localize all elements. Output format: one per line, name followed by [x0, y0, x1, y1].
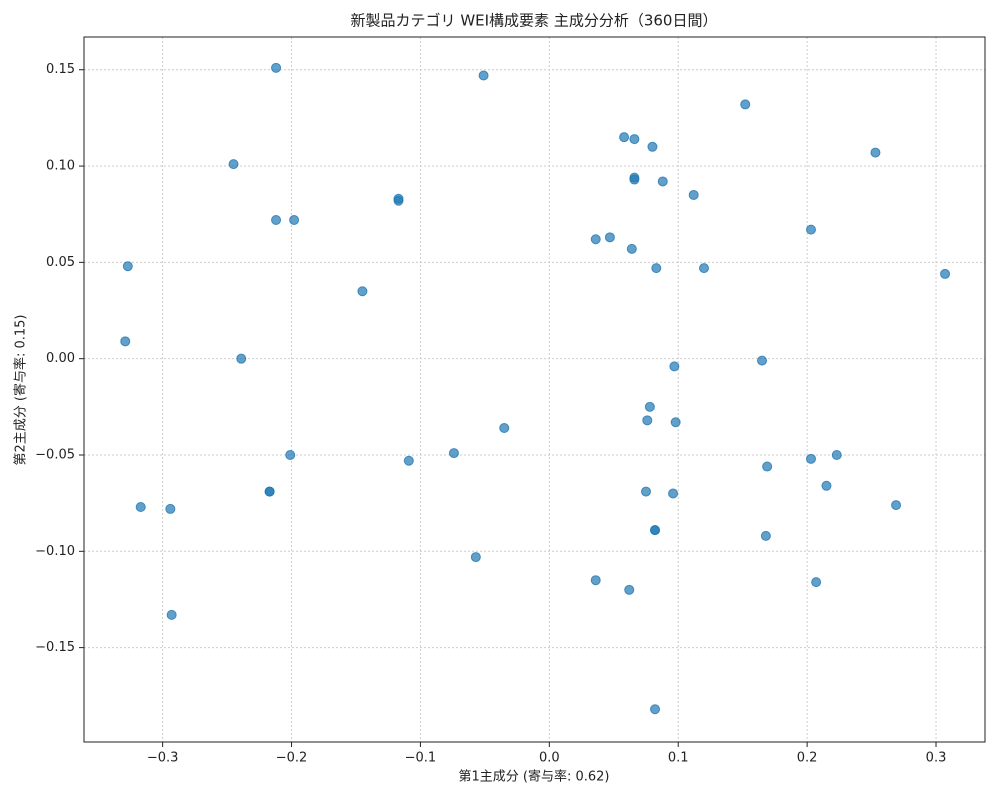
- point: [619, 132, 630, 143]
- x-tick-label: 0.0: [539, 751, 560, 766]
- point: [688, 189, 699, 200]
- point: [811, 577, 822, 588]
- point: [120, 336, 131, 347]
- point: [870, 147, 881, 158]
- x-tick-label: 0.1: [668, 751, 689, 766]
- point: [271, 214, 282, 225]
- point: [762, 461, 773, 472]
- point: [650, 525, 661, 536]
- x-tick-label: 0.2: [797, 751, 818, 766]
- point: [590, 575, 601, 586]
- point: [647, 141, 658, 152]
- point: [740, 99, 751, 110]
- point: [626, 243, 637, 254]
- point: [940, 268, 951, 279]
- point: [228, 159, 239, 170]
- point: [122, 261, 133, 272]
- point: [590, 234, 601, 245]
- point: [651, 263, 662, 274]
- point: [448, 448, 459, 459]
- point: [805, 453, 816, 464]
- point: [393, 195, 404, 206]
- x-axis-label: 第1主成分 (寄与率: 0.62): [458, 769, 609, 785]
- x-tick-label: −0.3: [147, 751, 179, 766]
- point: [165, 503, 176, 514]
- point: [642, 415, 653, 426]
- y-axis-label: 第2主成分 (寄与率: 0.15): [13, 314, 29, 465]
- y-tick-label: 0.15: [46, 62, 75, 77]
- point: [289, 214, 300, 225]
- point: [629, 134, 640, 145]
- point: [644, 401, 655, 412]
- plot-frame: [83, 36, 986, 743]
- point: [670, 417, 681, 428]
- point: [757, 355, 768, 366]
- point: [478, 70, 489, 81]
- point: [821, 480, 832, 491]
- point: [135, 502, 146, 512]
- point: [629, 174, 640, 185]
- point: [264, 486, 275, 497]
- point: [166, 609, 177, 620]
- point: [236, 353, 247, 364]
- chart-title: 新製品カテゴリ WEI構成要素 主成分分析（360日間）: [351, 12, 718, 30]
- point: [657, 176, 668, 187]
- point: [760, 530, 771, 541]
- point: [470, 552, 481, 563]
- point: [668, 488, 679, 499]
- y-tick-label: 0.10: [46, 159, 75, 174]
- point: [891, 500, 902, 511]
- point: [604, 232, 615, 243]
- point: [805, 224, 816, 235]
- point: [271, 62, 282, 73]
- point: [624, 584, 635, 595]
- y-tick-label: −0.05: [35, 447, 75, 462]
- point: [650, 704, 661, 715]
- y-tick-label: −0.10: [35, 544, 75, 559]
- y-tick-label: 0.05: [46, 255, 75, 270]
- point: [699, 263, 710, 274]
- x-tick-label: −0.2: [276, 751, 308, 766]
- x-tick-label: −0.1: [405, 751, 437, 766]
- point: [831, 449, 842, 460]
- x-tick-label: 0.3: [926, 751, 947, 766]
- point: [499, 423, 510, 434]
- point: [285, 449, 296, 460]
- point: [403, 455, 414, 466]
- y-tick-label: 0.00: [46, 351, 75, 366]
- point: [669, 361, 680, 372]
- y-tick-label: −0.15: [35, 640, 75, 655]
- point: [357, 286, 368, 297]
- point: [640, 486, 651, 497]
